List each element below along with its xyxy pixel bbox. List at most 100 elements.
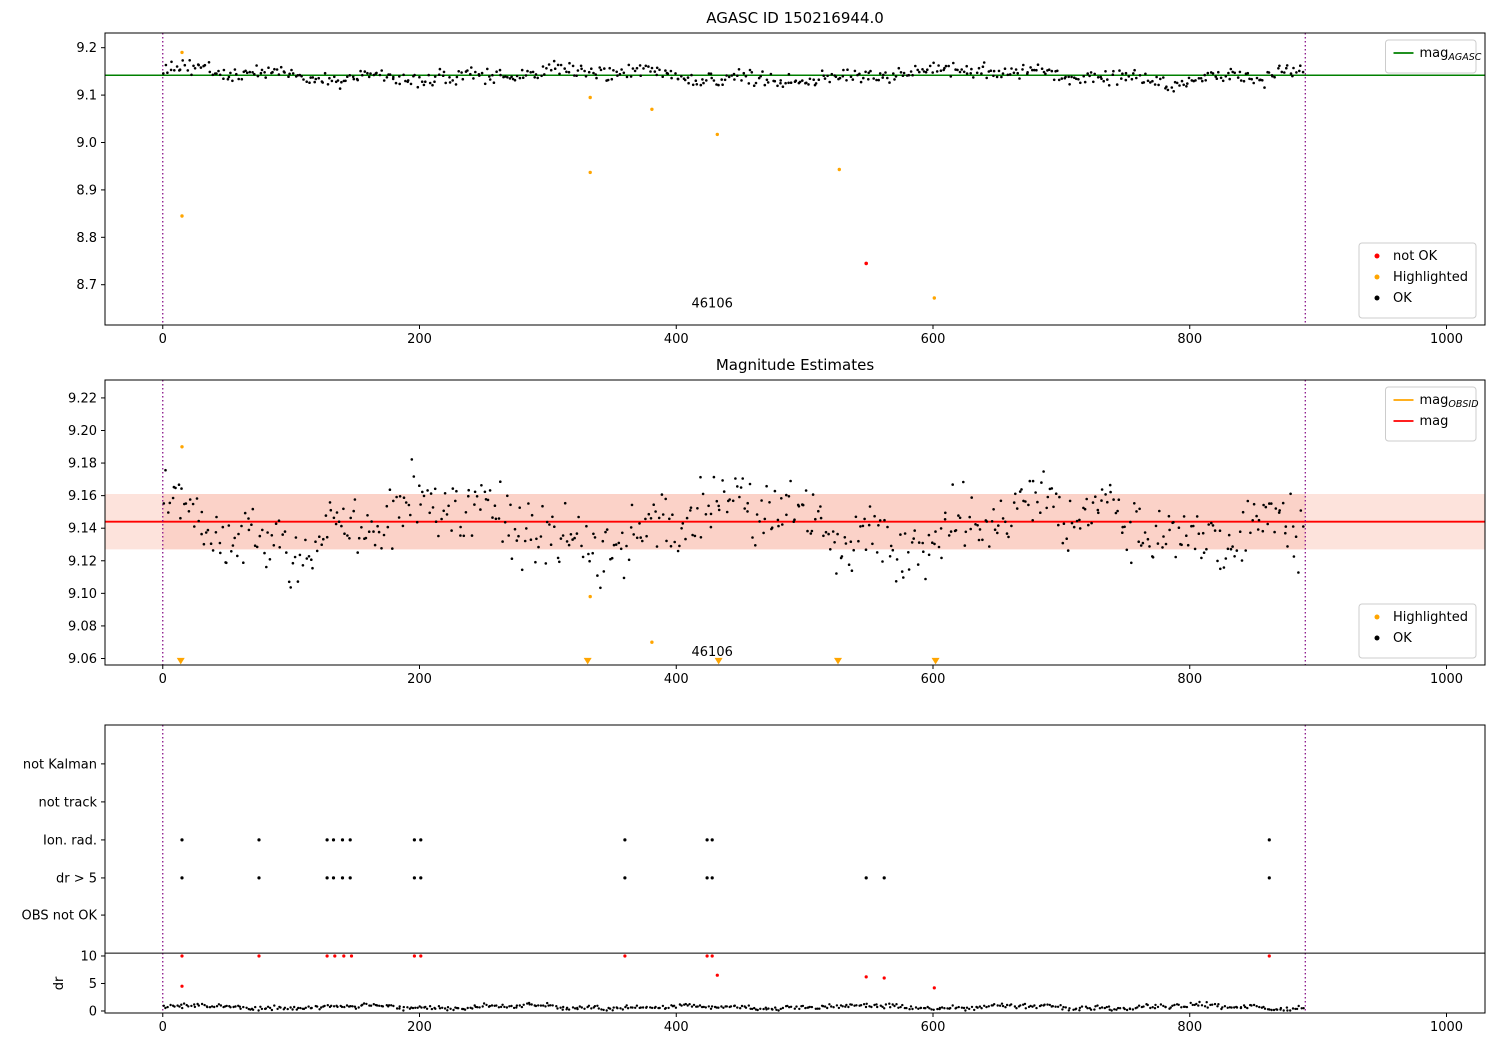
point-dr-ok	[398, 1005, 401, 1008]
point-dr-ok	[684, 1002, 687, 1006]
legend-sample-dot	[1374, 295, 1380, 301]
point-dr-gt-5-flags	[325, 876, 329, 880]
point-ok	[418, 75, 421, 79]
point-dr-gt-5-flags	[412, 876, 416, 880]
point-ok	[1112, 498, 1115, 501]
point-ok	[227, 75, 231, 79]
point-ok	[559, 63, 563, 67]
point-ok	[962, 480, 965, 484]
point-ok	[1214, 75, 1217, 78]
legend-box	[1358, 603, 1477, 659]
point-ok	[709, 512, 713, 516]
point-ok	[263, 551, 266, 555]
point-ok	[1065, 537, 1068, 540]
point-ok	[988, 545, 991, 548]
point-ok	[1202, 551, 1206, 554]
point-ok	[770, 526, 774, 529]
point-ok	[230, 550, 233, 553]
point-ok	[1274, 507, 1278, 510]
point-highlighted	[588, 594, 592, 599]
point-dr-ok	[1226, 1006, 1229, 1009]
point-dr-ok	[850, 1003, 853, 1006]
point-ok	[734, 477, 737, 480]
point-dr-ok	[859, 1004, 863, 1007]
point-ok	[817, 78, 821, 81]
point-ok	[1073, 76, 1076, 79]
point-dr-ok	[828, 1003, 831, 1006]
point-ok	[1266, 522, 1269, 526]
point-ok	[237, 77, 240, 81]
legend-label: not OK	[1393, 249, 1438, 264]
dr-axis-label: dr	[52, 976, 67, 990]
point-ok	[1124, 78, 1128, 82]
point-ok	[1042, 470, 1045, 473]
point-ok	[746, 510, 749, 513]
point-ok	[596, 574, 599, 577]
point-dr-ok	[1015, 1007, 1018, 1010]
point-ok	[575, 74, 578, 77]
point-ok	[421, 490, 424, 494]
point-dr-ok	[546, 1001, 549, 1005]
point-ok	[951, 483, 954, 486]
point-ok	[1284, 531, 1287, 535]
point-ok	[944, 64, 948, 68]
point-dr-ok	[645, 1005, 648, 1009]
point-ok	[1070, 75, 1073, 79]
point-ok	[1115, 83, 1119, 86]
point-ok	[459, 534, 462, 537]
point-ok	[1161, 546, 1164, 549]
point-dr-ok	[1171, 1004, 1174, 1007]
point-ok	[1005, 532, 1009, 535]
point-dr-not-ok-clipped	[623, 954, 627, 958]
point-ok	[215, 72, 218, 75]
point-ok	[177, 483, 181, 487]
point-ok	[681, 522, 685, 525]
point-ok	[1052, 505, 1055, 509]
point-ok	[1229, 67, 1233, 71]
point-ok	[1014, 68, 1018, 71]
point-ok	[958, 516, 962, 520]
point-dr-ok	[821, 1005, 825, 1008]
point-ok	[203, 63, 207, 67]
point-dr-ok	[343, 1005, 346, 1009]
point-ok	[300, 75, 303, 78]
point-ok	[1003, 67, 1007, 70]
point-dr-ok	[909, 1005, 913, 1008]
point-ok	[1004, 520, 1007, 524]
point-dr-ok	[893, 1004, 896, 1008]
point-ok	[565, 70, 568, 74]
point-dr-ok	[162, 1004, 165, 1007]
point-dr-gt-5-flags	[705, 876, 709, 880]
point-dr-ok	[488, 1004, 492, 1008]
point-dr-ok	[193, 1005, 197, 1009]
point-dr-ok	[326, 1004, 329, 1007]
point-ok	[501, 540, 504, 543]
point-ok	[377, 530, 381, 534]
point-ok	[225, 561, 228, 565]
point-ok	[852, 548, 855, 552]
point-dr-ok	[1110, 1009, 1113, 1012]
point-ok	[817, 509, 820, 513]
point-dr-ok	[1197, 1004, 1200, 1007]
point-dr-ok	[551, 1004, 554, 1007]
point-dr-ok	[567, 1008, 571, 1011]
point-ok	[1001, 517, 1005, 520]
point-ok	[592, 532, 595, 536]
point-dr-ok	[955, 1006, 958, 1009]
point-ok	[250, 523, 253, 526]
point-dr-ok	[518, 1004, 521, 1007]
point-ok	[409, 82, 413, 86]
point-ok	[701, 492, 705, 496]
point-ok	[328, 76, 331, 80]
point-ok	[1240, 559, 1244, 562]
point-ok	[1108, 483, 1112, 487]
point-ok	[822, 74, 825, 77]
point-ok	[492, 81, 496, 84]
point-dr-ok	[1252, 1003, 1256, 1007]
point-dr-ok	[600, 1008, 603, 1011]
point-ok	[346, 534, 349, 537]
point-ok	[583, 69, 586, 73]
point-ok	[233, 68, 237, 71]
point-ok	[614, 543, 618, 546]
